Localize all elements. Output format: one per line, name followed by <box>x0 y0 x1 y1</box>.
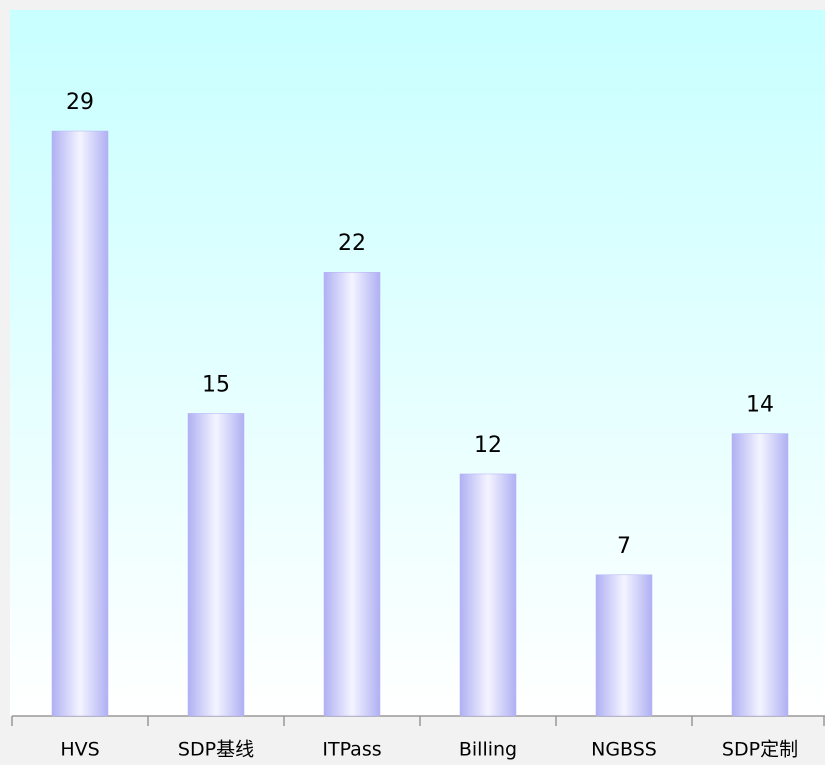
x-tick-label: ITPass <box>322 739 381 761</box>
bar <box>187 413 245 717</box>
data-label: 22 <box>338 231 366 256</box>
x-tick-label: SDP定制 <box>722 739 798 761</box>
data-label: 12 <box>474 433 502 458</box>
bar <box>595 574 653 717</box>
bar <box>51 130 109 717</box>
plot-area <box>10 10 825 716</box>
x-tick-label: SDP基线 <box>178 739 254 761</box>
data-label: 29 <box>66 90 94 115</box>
data-label: 7 <box>617 534 631 559</box>
x-tick-label: Billing <box>459 739 517 761</box>
bar <box>731 433 789 717</box>
data-label: 14 <box>746 393 774 418</box>
bar <box>323 271 381 717</box>
data-label: 15 <box>202 372 230 397</box>
bar <box>459 473 517 717</box>
x-tick-label: HVS <box>60 739 99 761</box>
x-tick-label: NGBSS <box>591 739 657 761</box>
